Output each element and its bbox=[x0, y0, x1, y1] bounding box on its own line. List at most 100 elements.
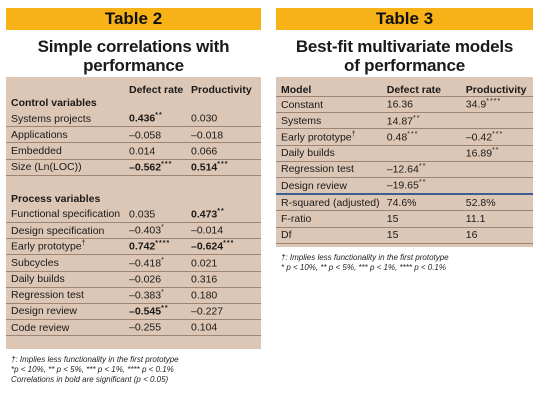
table-3-col-model: Model bbox=[281, 84, 312, 96]
table-3-model-row-productivity-stars: ** bbox=[492, 146, 500, 154]
table-2-process-row-label-text: Design specification bbox=[11, 224, 105, 237]
table-3-stats-row-productivity: 11.1 bbox=[466, 213, 533, 225]
table-2-process-row-defect-rate: –0.383* bbox=[129, 289, 191, 302]
table-3-footnote-2: * p < 10%, ** p < 5%, *** p < 1%, **** p… bbox=[281, 263, 446, 272]
table-3-model-row-defect-rate-value: –19.65 bbox=[386, 179, 419, 192]
table-2-process-row-productivity: –0.227 bbox=[191, 305, 259, 318]
table-2-process-row-productivity-value: 0.316 bbox=[191, 273, 218, 286]
table-2-title-line2: performance bbox=[83, 56, 184, 75]
table-3-model-row: Design review –19.65** bbox=[276, 178, 533, 196]
table-3-col-defect-rate: Defect rate bbox=[386, 84, 442, 96]
table-3-model-row-label: Early prototype† bbox=[276, 131, 387, 144]
table-2-process-row-label-text: Design review bbox=[11, 305, 77, 318]
table-2-control-row-defect-rate-stars: ** bbox=[155, 112, 163, 120]
table-2-control-row-productivity-stars: *** bbox=[217, 160, 229, 168]
table-3-model-row: Regression test –12.64** bbox=[276, 162, 533, 178]
table-3-footnotes: †: Implies less functionality in the fir… bbox=[276, 247, 533, 273]
table-2-process-row-label: Design review bbox=[6, 305, 129, 317]
table-3-model-row-productivity: –0.42*** bbox=[466, 131, 533, 144]
table-3-model-row-defect-rate: –12.64** bbox=[387, 163, 466, 176]
table-3-stats-row-label-text: R-squared (adjusted) bbox=[281, 196, 380, 209]
table-3-model-row-defect-rate-stars: ** bbox=[418, 179, 427, 187]
table-3-stats-row-label-text: F-ratio bbox=[281, 212, 312, 225]
table-3-model-row-productivity: 34.9**** bbox=[466, 98, 533, 111]
table-2-process-row-label: Daily builds bbox=[6, 273, 129, 285]
table-2-control-row: Applications –0.058 –0.018 bbox=[6, 127, 261, 144]
table-2-process-row-productivity: –0.014 bbox=[191, 224, 259, 237]
table-3-model-row-defect-rate: 16.36 bbox=[387, 98, 466, 111]
table-3-header: Model Defect rate Productivity bbox=[276, 81, 533, 97]
table-2-process-row-defect-rate: –0.403* bbox=[129, 224, 191, 237]
table-2-process-row-defect-rate-value: –0.255 bbox=[129, 321, 162, 334]
table-3-rows: Constant 16.36 34.9**** Systems 14.87** Early… bbox=[276, 97, 533, 196]
table-3-model-row-productivity-stars: **** bbox=[486, 98, 502, 106]
table-2-process-row-label-text: Functional specification bbox=[11, 208, 121, 221]
table-3-model-row-label-text: Daily builds bbox=[281, 147, 335, 160]
table-2-control-row-productivity-value: 0.514 bbox=[191, 161, 218, 174]
table-3-title: Best-fit multivariate models of performa… bbox=[276, 30, 533, 77]
table-2-process-row: Design review –0.545** –0.227 bbox=[6, 304, 261, 321]
table-2-control-row-productivity-value: 0.066 bbox=[191, 145, 218, 158]
table-3-panel: Table 3 Best-fit multivariate models of … bbox=[276, 8, 533, 273]
table-2-process-row-defect-rate-stars: **** bbox=[155, 240, 171, 248]
table-2-control-row-productivity: 0.066 bbox=[191, 145, 259, 158]
table-2-control-row-label-text: Embedded bbox=[11, 144, 62, 157]
table-2-footnote-2: *p < 10%, ** p < 5%, *** p < 1%, **** p … bbox=[11, 365, 174, 374]
table-2-process-rows: Functional specification 0.035 0.473 * * Desi… bbox=[6, 207, 261, 337]
table-2-process-row-productivity: 0.104 bbox=[191, 321, 259, 334]
table-2-footnote-1: †: Implies less functionality in the fir… bbox=[11, 355, 179, 364]
table-2-process-row-productivity-value: –0.227 bbox=[191, 305, 224, 318]
table-2-process-row-defect-rate: –0.026 bbox=[129, 273, 191, 286]
table-3-model-row-defect-rate-stars: ** bbox=[413, 114, 421, 122]
table-3-stats-rows: R-squared (adjusted) 74.6% 52.8% F-ratio 15 1… bbox=[276, 195, 533, 244]
table-2-process-row-productivity-value: –0.014 bbox=[191, 224, 224, 237]
table-3-model-row-label: Systems bbox=[276, 115, 387, 127]
table-2-control-row: Size (Ln(LOC)) –0.562*** 0.514*** bbox=[6, 160, 261, 176]
table-2-process-row-defect-rate-stars: * bbox=[161, 289, 165, 297]
table-2-process-row-defect-rate-value: 0.035 bbox=[129, 208, 156, 221]
table-2-process-row-defect-rate: –0.255 bbox=[129, 321, 191, 334]
table-2-col-productivity: Productivity bbox=[191, 84, 252, 96]
table-3-model-row: Systems 14.87** bbox=[276, 113, 533, 130]
table-2-control-row-defect-rate: 0.436** bbox=[129, 112, 191, 125]
table-2-process-row-productivity: 0.021 bbox=[191, 257, 259, 270]
table-3-stats-row-defect-rate-value: 15 bbox=[386, 212, 399, 225]
table-2-process-row: Subcycles –0.418* 0.021 bbox=[6, 255, 261, 272]
table-2-process-row-defect-rate: –0.545** bbox=[129, 305, 191, 318]
table-2-process-row-defect-rate: –0.418* bbox=[129, 257, 191, 270]
table-3-stats-row-label-text: Df bbox=[281, 229, 292, 242]
table-2-process-row-productivity-value: 0.104 bbox=[191, 321, 218, 334]
table-2-control-row: Embedded 0.014 0.066 bbox=[6, 143, 261, 160]
table-3-stats-row-productivity: 52.8% bbox=[466, 197, 533, 209]
table-2-process-row-label: Code review bbox=[6, 322, 129, 334]
table-3-model-row-defect-rate-value: 14.87 bbox=[386, 115, 414, 128]
table-2-process-row-defect-rate-stars: * bbox=[161, 256, 165, 264]
table-2-process-row-defect-rate-value: –0.545 bbox=[129, 305, 162, 318]
table-3-title-line2: of performance bbox=[344, 56, 465, 75]
table-2-section-control: Control variables bbox=[11, 97, 97, 109]
table-2-process-row-defect-rate-value: –0.403 bbox=[129, 224, 162, 237]
table-3-model-row-defect-rate: 14.87** bbox=[387, 115, 466, 128]
table-3-model-row-productivity-value: 34.9 bbox=[465, 98, 487, 111]
table-2-process-row: Daily builds –0.026 0.316 bbox=[6, 272, 261, 288]
table-3-model-row-defect-rate-stars: *** bbox=[407, 130, 419, 138]
table-2-control-row-productivity-value: –0.018 bbox=[191, 129, 224, 142]
table-2-process-row-productivity-value: 0.473 bbox=[191, 208, 218, 221]
table-2-panel: Table 2 Simple correlations with perform… bbox=[6, 8, 261, 385]
table-2-process-row-productivity-value: 0.021 bbox=[191, 257, 218, 270]
table-3-model-row-defect-rate-value: –12.64 bbox=[386, 163, 419, 176]
table-3-tag: Table 3 bbox=[276, 8, 533, 30]
table-2-control-row-label: Size (Ln(LOC)) bbox=[6, 161, 129, 173]
table-2-control-row-defect-rate: –0.562*** bbox=[129, 161, 191, 174]
table-2-control-row: Systems projects 0.436** 0.030 bbox=[6, 111, 261, 128]
table-3-model-row-defect-rate-stars: ** bbox=[418, 163, 427, 171]
table-2-control-row-label-text: Size (Ln(LOC)) bbox=[11, 161, 82, 174]
table-2-control-row-label-text: Applications bbox=[11, 128, 68, 141]
table-2-process-row-defect-rate-value: –0.026 bbox=[129, 273, 162, 286]
table-3-stats-row: R-squared (adjusted) 74.6% 52.8% bbox=[276, 195, 533, 212]
table-2-body: Defect rate Productivity Control variabl… bbox=[6, 77, 261, 349]
table-2-process-row-label: Subcycles bbox=[6, 257, 129, 269]
table-2-tag: Table 2 bbox=[6, 8, 261, 30]
table-3-model-row-label-text: Systems bbox=[281, 114, 322, 127]
table-3-stats-row-defect-rate-value: 74.6% bbox=[386, 196, 417, 209]
